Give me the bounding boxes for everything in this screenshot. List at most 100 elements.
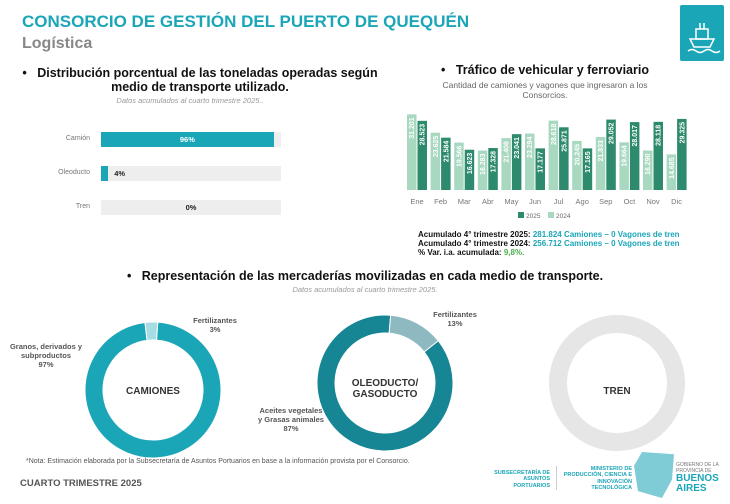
oleoducto-aceites-label: Aceites vegetales y Grasas animales 87% xyxy=(258,406,324,433)
bar-value-label: 28.017 xyxy=(632,125,639,147)
bar-value-label: 29.052 xyxy=(609,122,616,144)
bar-value-label: 31.201 xyxy=(409,117,416,139)
bar-track xyxy=(101,200,281,215)
oleoducto-center-label: OLEODUCTO/ GASODUCTO xyxy=(351,378,419,400)
bar-2025-Nov xyxy=(653,121,663,190)
legend-swatch-2025 xyxy=(518,212,524,218)
page-subtitle: Logística xyxy=(22,35,93,52)
bar-value-label: 21.584 xyxy=(443,141,450,163)
month-tick-Mar: Mar xyxy=(458,197,471,206)
month-tick-Jun: Jun xyxy=(529,197,541,206)
desc-line2: Consorcios. xyxy=(522,90,568,100)
goods-heading: • Representación de las mercaderías movi… xyxy=(126,269,604,283)
bar-2025-Ago xyxy=(582,148,593,190)
bar-value-label: 16.283 xyxy=(480,153,487,175)
bar-value-label: 28.118 xyxy=(656,125,663,146)
bar-value-label: 28.618 xyxy=(551,124,558,146)
bar-2025-Jun xyxy=(535,148,545,190)
bar-2024-Oct xyxy=(619,142,629,190)
bar-value-label: 29.325 xyxy=(679,122,686,144)
bar-2024-Sep xyxy=(595,137,606,190)
bar-2025-Sep xyxy=(606,119,616,190)
traffic-heading-text: Tráfico de vehicular y ferroviario xyxy=(455,63,649,77)
footnote: *Nota: Estimación elaborada por la Subse… xyxy=(26,458,410,465)
bar-2024-Dic xyxy=(666,154,677,190)
traffic-summary: Acumulado 4° trimestre 2025: 281.824 Cam… xyxy=(418,230,718,257)
bar-value-label: 23.041 xyxy=(514,137,521,159)
gobierno-logo: GOBIERNO DE LA PROVINCIA DE BUENOS AIRES xyxy=(676,462,719,494)
province-map-icon xyxy=(634,452,674,498)
desc-line1: Cantidad de camiones y vagones que ingre… xyxy=(442,80,648,90)
bar-2024-Ene xyxy=(407,114,417,190)
donut-slice-1 xyxy=(388,314,439,353)
month-tick-Abr: Abr xyxy=(482,197,494,206)
bar-value-label: 23.625 xyxy=(433,136,440,158)
goods-note: Datos acumulados al cuarto trimestre 202… xyxy=(292,285,438,294)
bar-label-2: Tren xyxy=(75,203,90,210)
distribution-heading: • Distribución porcentual de las tonelad… xyxy=(22,66,378,94)
month-tick-Ago: Ago xyxy=(576,197,589,206)
bar-value-label: 19.664 xyxy=(622,145,629,167)
camiones-center-label: CAMIONES xyxy=(126,386,180,397)
bar-value-label: 17.177 xyxy=(538,151,545,173)
camiones-granos-label: Granos, derivados y subproductos 97% xyxy=(9,342,83,369)
summary-2025: Acumulado 4° trimestre 2025: 281.824 Cam… xyxy=(418,230,680,239)
period-label: CUARTO TRIMESTRE 2025 xyxy=(20,478,142,489)
legend-swatch-2024 xyxy=(548,212,554,218)
bar-value-label: 17.165 xyxy=(585,151,592,173)
bar-2024-Jun xyxy=(525,133,535,190)
camiones-fert-label: Fertilizantes 3% xyxy=(193,316,237,334)
bar-value-1: 4% xyxy=(114,169,126,178)
bar-2024-Nov xyxy=(643,150,653,190)
distribution-note: Datos acumulados al cuarto trimestre 202… xyxy=(116,96,264,105)
month-tick-Oct: Oct xyxy=(624,197,637,206)
bar-value-label: 16.290 xyxy=(645,153,652,175)
bar-value-0: 96% xyxy=(179,135,195,144)
oleoducto-fert-label: Fertilizantes 13% xyxy=(433,310,477,328)
legend-label-2025: 2025 xyxy=(526,213,541,220)
bar-2024-Abr xyxy=(477,150,488,190)
ministerio-logo: MINISTERIO DE PRODUCCIÓN, CIENCIA E INNO… xyxy=(563,466,632,491)
heading-line1: Distribución porcentual de las toneladas… xyxy=(37,66,378,80)
bar-2024-Jul xyxy=(548,120,559,190)
bar-2025-Oct xyxy=(629,122,640,190)
month-tick-Sep: Sep xyxy=(599,197,612,206)
summary-variation: % Var. i.a. acumulada: 9,8%. xyxy=(418,248,525,257)
bar-2025-Mar xyxy=(464,149,475,190)
bar-label-1: Oleoducto xyxy=(58,169,90,176)
bar-value-label: 19.566 xyxy=(456,145,463,167)
bar-2025-May xyxy=(511,134,522,190)
month-tick-Ene: Ene xyxy=(410,197,423,206)
bar-value-label: 14.685 xyxy=(669,157,676,179)
distribution-bar-chart: Camión 96% Oleoducto 4% Tren 0% xyxy=(40,124,290,224)
bar-2024-Ago xyxy=(572,140,582,190)
ship-logo-icon xyxy=(680,5,724,61)
subsecretaria-logo: SUBSECRETARÍA DE ASUNTOS PORTUARIOS xyxy=(494,470,550,489)
bar-2025-Feb xyxy=(441,137,451,190)
bar-value-label: 16.623 xyxy=(467,153,474,175)
bar-value-label: 28.523 xyxy=(420,124,427,146)
bar-value-2: 0% xyxy=(185,203,197,212)
goods-donut-charts xyxy=(84,314,685,459)
donut-slice-0 xyxy=(316,314,454,452)
bar-value-label: 20.245 xyxy=(574,144,581,166)
month-tick-Nov: Nov xyxy=(646,197,660,206)
bar-2024-Mar xyxy=(454,142,464,190)
bar-value-label: 17.328 xyxy=(491,151,498,173)
bar-2025-Abr xyxy=(488,147,498,190)
bar-value-label: 21.833 xyxy=(598,140,605,162)
donut-slice-1 xyxy=(144,321,159,341)
month-tick-Jul: Jul xyxy=(554,197,564,206)
bar-2024-May xyxy=(501,138,511,190)
traffic-description: Cantidad de camiones y vagones que ingre… xyxy=(395,80,695,100)
bar-fill-0 xyxy=(101,132,274,147)
bar-value-label: 21.408 xyxy=(504,141,511,163)
bar-2025-Dic xyxy=(677,118,687,190)
month-tick-May: May xyxy=(504,197,518,206)
goods-heading-text: Representación de las mercaderías movili… xyxy=(141,269,604,283)
traffic-bar-chart: 31.201 28.523 Ene 23.625 21.584 Feb 19.566 16.6… xyxy=(407,114,687,220)
bar-value-label: 23.294 xyxy=(527,136,534,158)
bar-track xyxy=(101,166,281,181)
bar-2025-Ene xyxy=(417,120,427,190)
summary-2024: Acumulado 4° trimestre 2024: 256.712 Cam… xyxy=(418,239,680,248)
